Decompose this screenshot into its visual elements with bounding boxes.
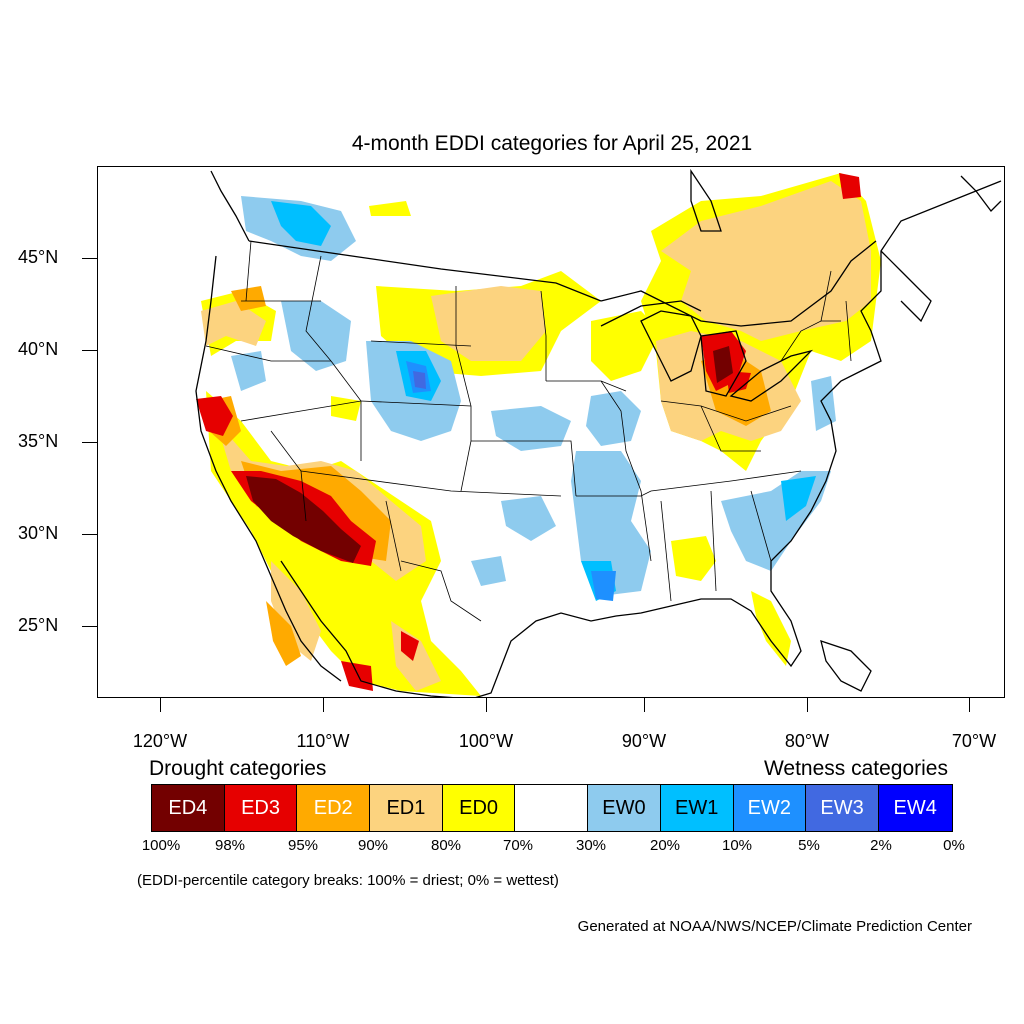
lat-label-35: 35°N bbox=[18, 431, 59, 451]
legend-cell-ew2: EW2 bbox=[733, 785, 807, 831]
legend-cell-ed3: ED3 bbox=[224, 785, 298, 831]
lon-label-80w: 80°W bbox=[784, 731, 830, 751]
legend-cell-ed0: ED0 bbox=[442, 785, 516, 831]
lon-label-100w: 100°W bbox=[458, 731, 514, 751]
lon-tick bbox=[323, 698, 324, 712]
lon-label-120w: 120°W bbox=[132, 731, 188, 751]
coastlines bbox=[195, 168, 1002, 697]
percentile-label: 98% bbox=[214, 837, 246, 854]
percentile-label: 2% bbox=[870, 837, 892, 854]
lat-label-30: 30°N bbox=[18, 523, 59, 543]
lon-tick bbox=[486, 698, 487, 712]
lon-tick bbox=[807, 698, 808, 712]
lat-label-45: 45°N bbox=[18, 247, 59, 267]
percentile-label: 70% bbox=[502, 837, 534, 854]
ed4-regions bbox=[246, 346, 733, 563]
lat-tick bbox=[82, 258, 97, 259]
percentile-label: 10% bbox=[721, 837, 753, 854]
lon-label-90w: 90°W bbox=[621, 731, 667, 751]
lat-label-40: 40°N bbox=[18, 339, 59, 359]
legend-cell-ed1: ED1 bbox=[370, 785, 443, 831]
legend-cell-neutral bbox=[515, 785, 589, 831]
legend-cell-ew3: EW3 bbox=[806, 785, 879, 831]
legend-cell-ew1: EW1 bbox=[660, 785, 734, 831]
lon-tick bbox=[644, 698, 645, 712]
legend-cell-ew4: EW4 bbox=[878, 785, 952, 831]
percentile-label: 95% bbox=[287, 837, 319, 854]
wetness-categories-heading: Wetness categories bbox=[763, 757, 948, 780]
lat-tick bbox=[82, 442, 97, 443]
legend-cell-ed2: ED2 bbox=[297, 785, 371, 831]
drought-categories-heading: Drought categories bbox=[149, 757, 327, 780]
percentile-label: 20% bbox=[649, 837, 681, 854]
lon-tick bbox=[160, 698, 161, 712]
category-color-bar: ED4 ED3 ED2 ED1 ED0 EW0 EW1 EW2 EW3 EW4 bbox=[151, 784, 953, 832]
legend-cell-ed4: ED4 bbox=[152, 785, 225, 831]
lat-tick bbox=[82, 626, 97, 627]
credit-line: Generated at NOAA/NWS/NCEP/Climate Predi… bbox=[577, 918, 972, 935]
ew2-ew3-regions bbox=[406, 361, 616, 601]
percentile-label: 5% bbox=[798, 837, 820, 854]
percentile-label: 80% bbox=[430, 837, 462, 854]
lat-tick bbox=[82, 350, 97, 351]
percentile-label: 90% bbox=[357, 837, 389, 854]
percentile-label: 100% bbox=[141, 837, 181, 854]
lat-tick bbox=[82, 534, 97, 535]
percentile-label: 0% bbox=[943, 837, 965, 854]
map-title: 4-month EDDI categories for April 25, 20… bbox=[351, 132, 753, 155]
lon-tick bbox=[969, 698, 970, 712]
eddi-map bbox=[97, 166, 1005, 698]
state-boundaries bbox=[205, 240, 852, 622]
lat-label-25: 25°N bbox=[18, 615, 59, 635]
legend-cell-ew0: EW0 bbox=[588, 785, 661, 831]
legend-note: (EDDI-percentile category breaks: 100% =… bbox=[137, 872, 559, 889]
percentile-label: 30% bbox=[575, 837, 607, 854]
lon-label-110w: 110°W bbox=[296, 731, 350, 751]
lon-label-70w: 70°W bbox=[951, 731, 997, 751]
